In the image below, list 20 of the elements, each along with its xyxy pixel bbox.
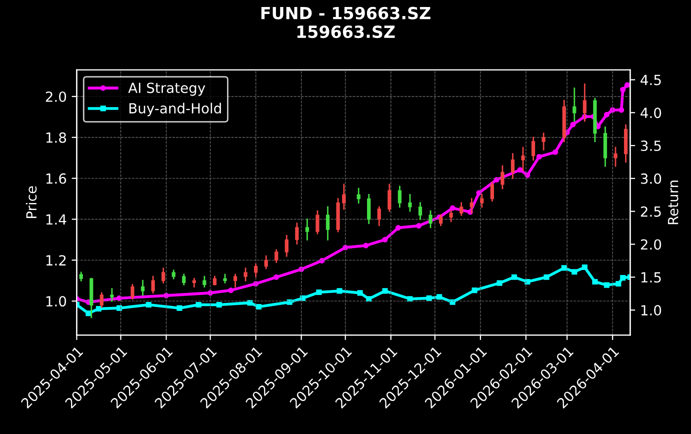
y-axis-title: Price — [26, 186, 37, 218]
y-tick-label: 2.0 — [46, 91, 66, 102]
chart-subtitle: 159663.SZ — [297, 25, 395, 38]
legend-label: AI Strategy — [128, 82, 206, 96]
y-tick-label: 1.4 — [46, 214, 66, 225]
y2-tick-label: 1.5 — [641, 272, 661, 283]
legend-label: Buy-and-Hold — [129, 102, 221, 116]
y2-axis-title: Return — [668, 180, 678, 224]
y2-tick-label: 4.5 — [640, 74, 661, 86]
y2-tick-label: 2.0 — [640, 239, 662, 250]
y2-tick-label: 3.5 — [640, 140, 661, 152]
y-tick-label: 1.8 — [46, 132, 66, 143]
y2-tick-label: 1.0 — [641, 305, 662, 316]
y2-tick-label: 2.5 — [640, 206, 661, 217]
y-tick-label: 1.0 — [46, 296, 66, 307]
y2-tick-label: 3.0 — [640, 173, 662, 184]
chart-title: FUND - 159663.SZ — [261, 6, 430, 20]
y-tick-label: 1.6 — [46, 173, 66, 184]
y-tick-label: 1.2 — [46, 255, 66, 266]
y2-tick-label: 4.0 — [640, 108, 662, 118]
